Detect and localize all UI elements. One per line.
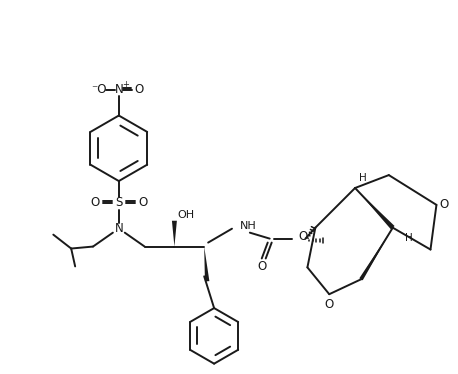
Text: ⁻O: ⁻O bbox=[91, 83, 107, 96]
Text: O: O bbox=[440, 198, 449, 211]
Text: O: O bbox=[299, 230, 308, 243]
Text: O: O bbox=[138, 196, 147, 209]
Text: O: O bbox=[90, 196, 100, 209]
Text: N: N bbox=[114, 222, 123, 235]
Polygon shape bbox=[172, 221, 177, 246]
Text: O: O bbox=[257, 260, 267, 273]
Polygon shape bbox=[360, 228, 393, 280]
Text: S: S bbox=[115, 196, 122, 209]
Text: NH: NH bbox=[240, 221, 256, 231]
Text: O: O bbox=[325, 298, 334, 311]
Text: N: N bbox=[114, 83, 123, 96]
Text: H: H bbox=[359, 173, 367, 183]
Polygon shape bbox=[355, 188, 395, 229]
Text: O: O bbox=[134, 83, 143, 96]
Text: OH: OH bbox=[178, 210, 195, 220]
Polygon shape bbox=[204, 246, 209, 282]
Text: H: H bbox=[405, 233, 413, 243]
Text: +: + bbox=[122, 80, 129, 89]
